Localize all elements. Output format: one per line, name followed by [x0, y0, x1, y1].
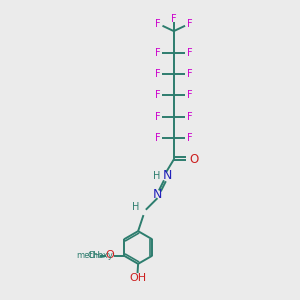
- Text: F: F: [154, 69, 160, 79]
- Text: F: F: [187, 90, 193, 100]
- Text: N: N: [153, 188, 162, 201]
- Text: F: F: [187, 19, 192, 29]
- Text: F: F: [187, 112, 193, 122]
- Text: F: F: [187, 69, 193, 79]
- Text: N: N: [163, 169, 172, 182]
- Text: methoxy: methoxy: [76, 251, 113, 260]
- Text: CH₃: CH₃: [87, 251, 104, 260]
- Text: F: F: [154, 112, 160, 122]
- Text: F: F: [187, 47, 193, 58]
- Text: O: O: [189, 153, 198, 166]
- Text: F: F: [187, 133, 193, 143]
- Text: H: H: [153, 171, 161, 181]
- Text: F: F: [154, 90, 160, 100]
- Text: F: F: [154, 133, 160, 143]
- Text: F: F: [155, 19, 161, 29]
- Text: F: F: [154, 47, 160, 58]
- Text: F: F: [171, 14, 177, 24]
- Text: OH: OH: [129, 273, 146, 283]
- Text: O: O: [106, 250, 114, 260]
- Text: H: H: [132, 202, 140, 212]
